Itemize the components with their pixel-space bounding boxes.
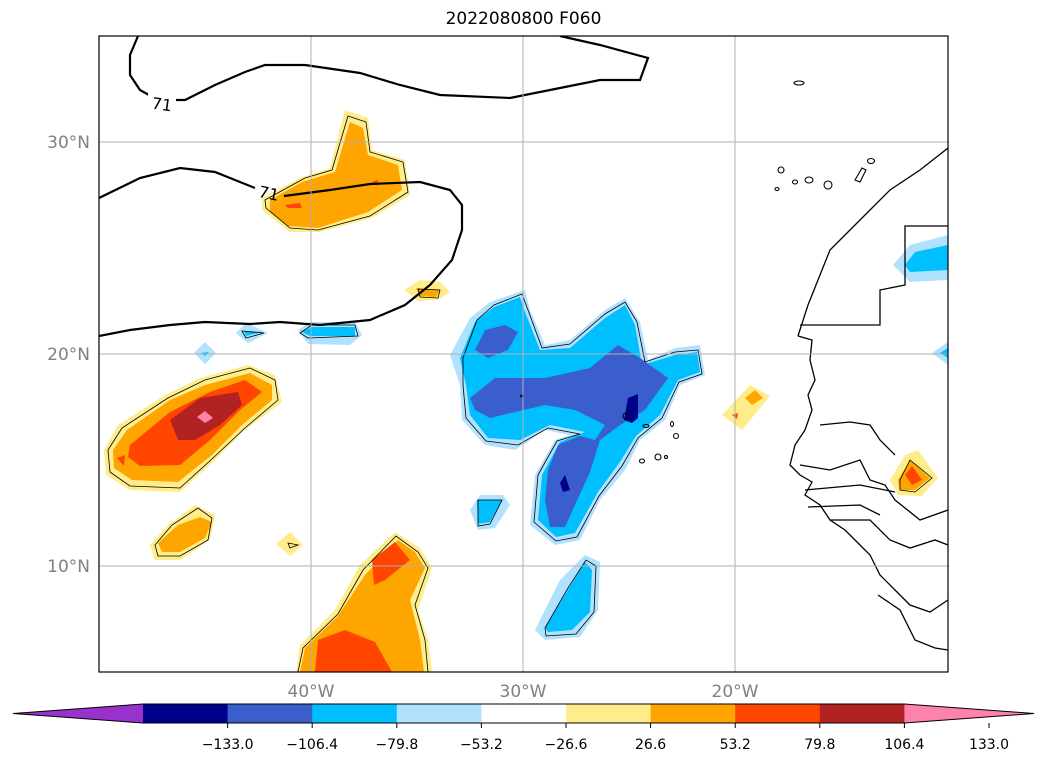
colorbar-label: 106.4: [884, 737, 924, 753]
lat-label-20n: 20°N: [47, 345, 90, 365]
colorbar-segment: [819, 704, 905, 723]
positive-anomaly-11n: [150, 505, 215, 560]
colorbar-segment: [143, 704, 229, 723]
colorbar-segment: [566, 704, 652, 723]
colorbar-label: 133.0: [969, 737, 1009, 753]
lat-label-30n: 30°N: [47, 133, 90, 153]
colorbar-outline: [12, 703, 1035, 724]
colorbar-label: 26.6: [635, 737, 666, 753]
colorbar: −133.0 −106.4 −79.8 −53.2 −26.6 26.6 53.2 79.8 1…: [12, 703, 1035, 753]
lon-label-40w: 40°W: [288, 682, 335, 702]
colorbar-segment: [396, 704, 482, 723]
colorbar-label: −53.2: [460, 737, 503, 753]
anomaly-outlines: [107, 115, 933, 672]
colorbar-segment: [735, 704, 821, 723]
positive-anomaly-tiny: [276, 532, 303, 556]
positive-anomaly-south: [296, 532, 432, 672]
colorbar-segment: [227, 704, 313, 723]
contour-label-2: 71: [257, 182, 281, 205]
colorbar-label: −106.4: [286, 737, 338, 753]
map-title: 2022080800 F060: [445, 9, 602, 29]
height-contours: [99, 36, 650, 338]
colorbar-label: 79.8: [804, 737, 835, 753]
positive-anomaly-west: [104, 365, 282, 492]
contour-label-1: 71: [151, 94, 174, 116]
map-frame: [98, 35, 949, 673]
positive-anomaly-17n-20w: [722, 385, 770, 430]
positive-anomaly-north: [262, 110, 410, 232]
lat-label-10n: 10°N: [47, 557, 90, 577]
map-panel: [99, 36, 948, 672]
gridlines: [99, 36, 948, 672]
lon-labels: 40°W 30°W 20°W: [288, 682, 759, 702]
lat-labels: 30°N 20°N 10°N: [47, 133, 90, 577]
lon-label-20w: 20°W: [712, 682, 759, 702]
lon-label-30w: 30°W: [500, 682, 547, 702]
colorbar-segment: [650, 704, 736, 723]
islands: [519, 80, 876, 464]
colorbar-segment: [312, 704, 398, 723]
colorbar-label: −26.6: [545, 737, 588, 753]
colorbar-label: −133.0: [202, 737, 254, 753]
colorbar-label: −79.8: [375, 737, 418, 753]
colorbar-extend-low: [13, 704, 143, 723]
colorbar-segment: [481, 704, 567, 723]
colorbar-label: 53.2: [720, 737, 751, 753]
coastlines: [789, 147, 948, 651]
colorbar-extend-high: [904, 704, 1034, 723]
